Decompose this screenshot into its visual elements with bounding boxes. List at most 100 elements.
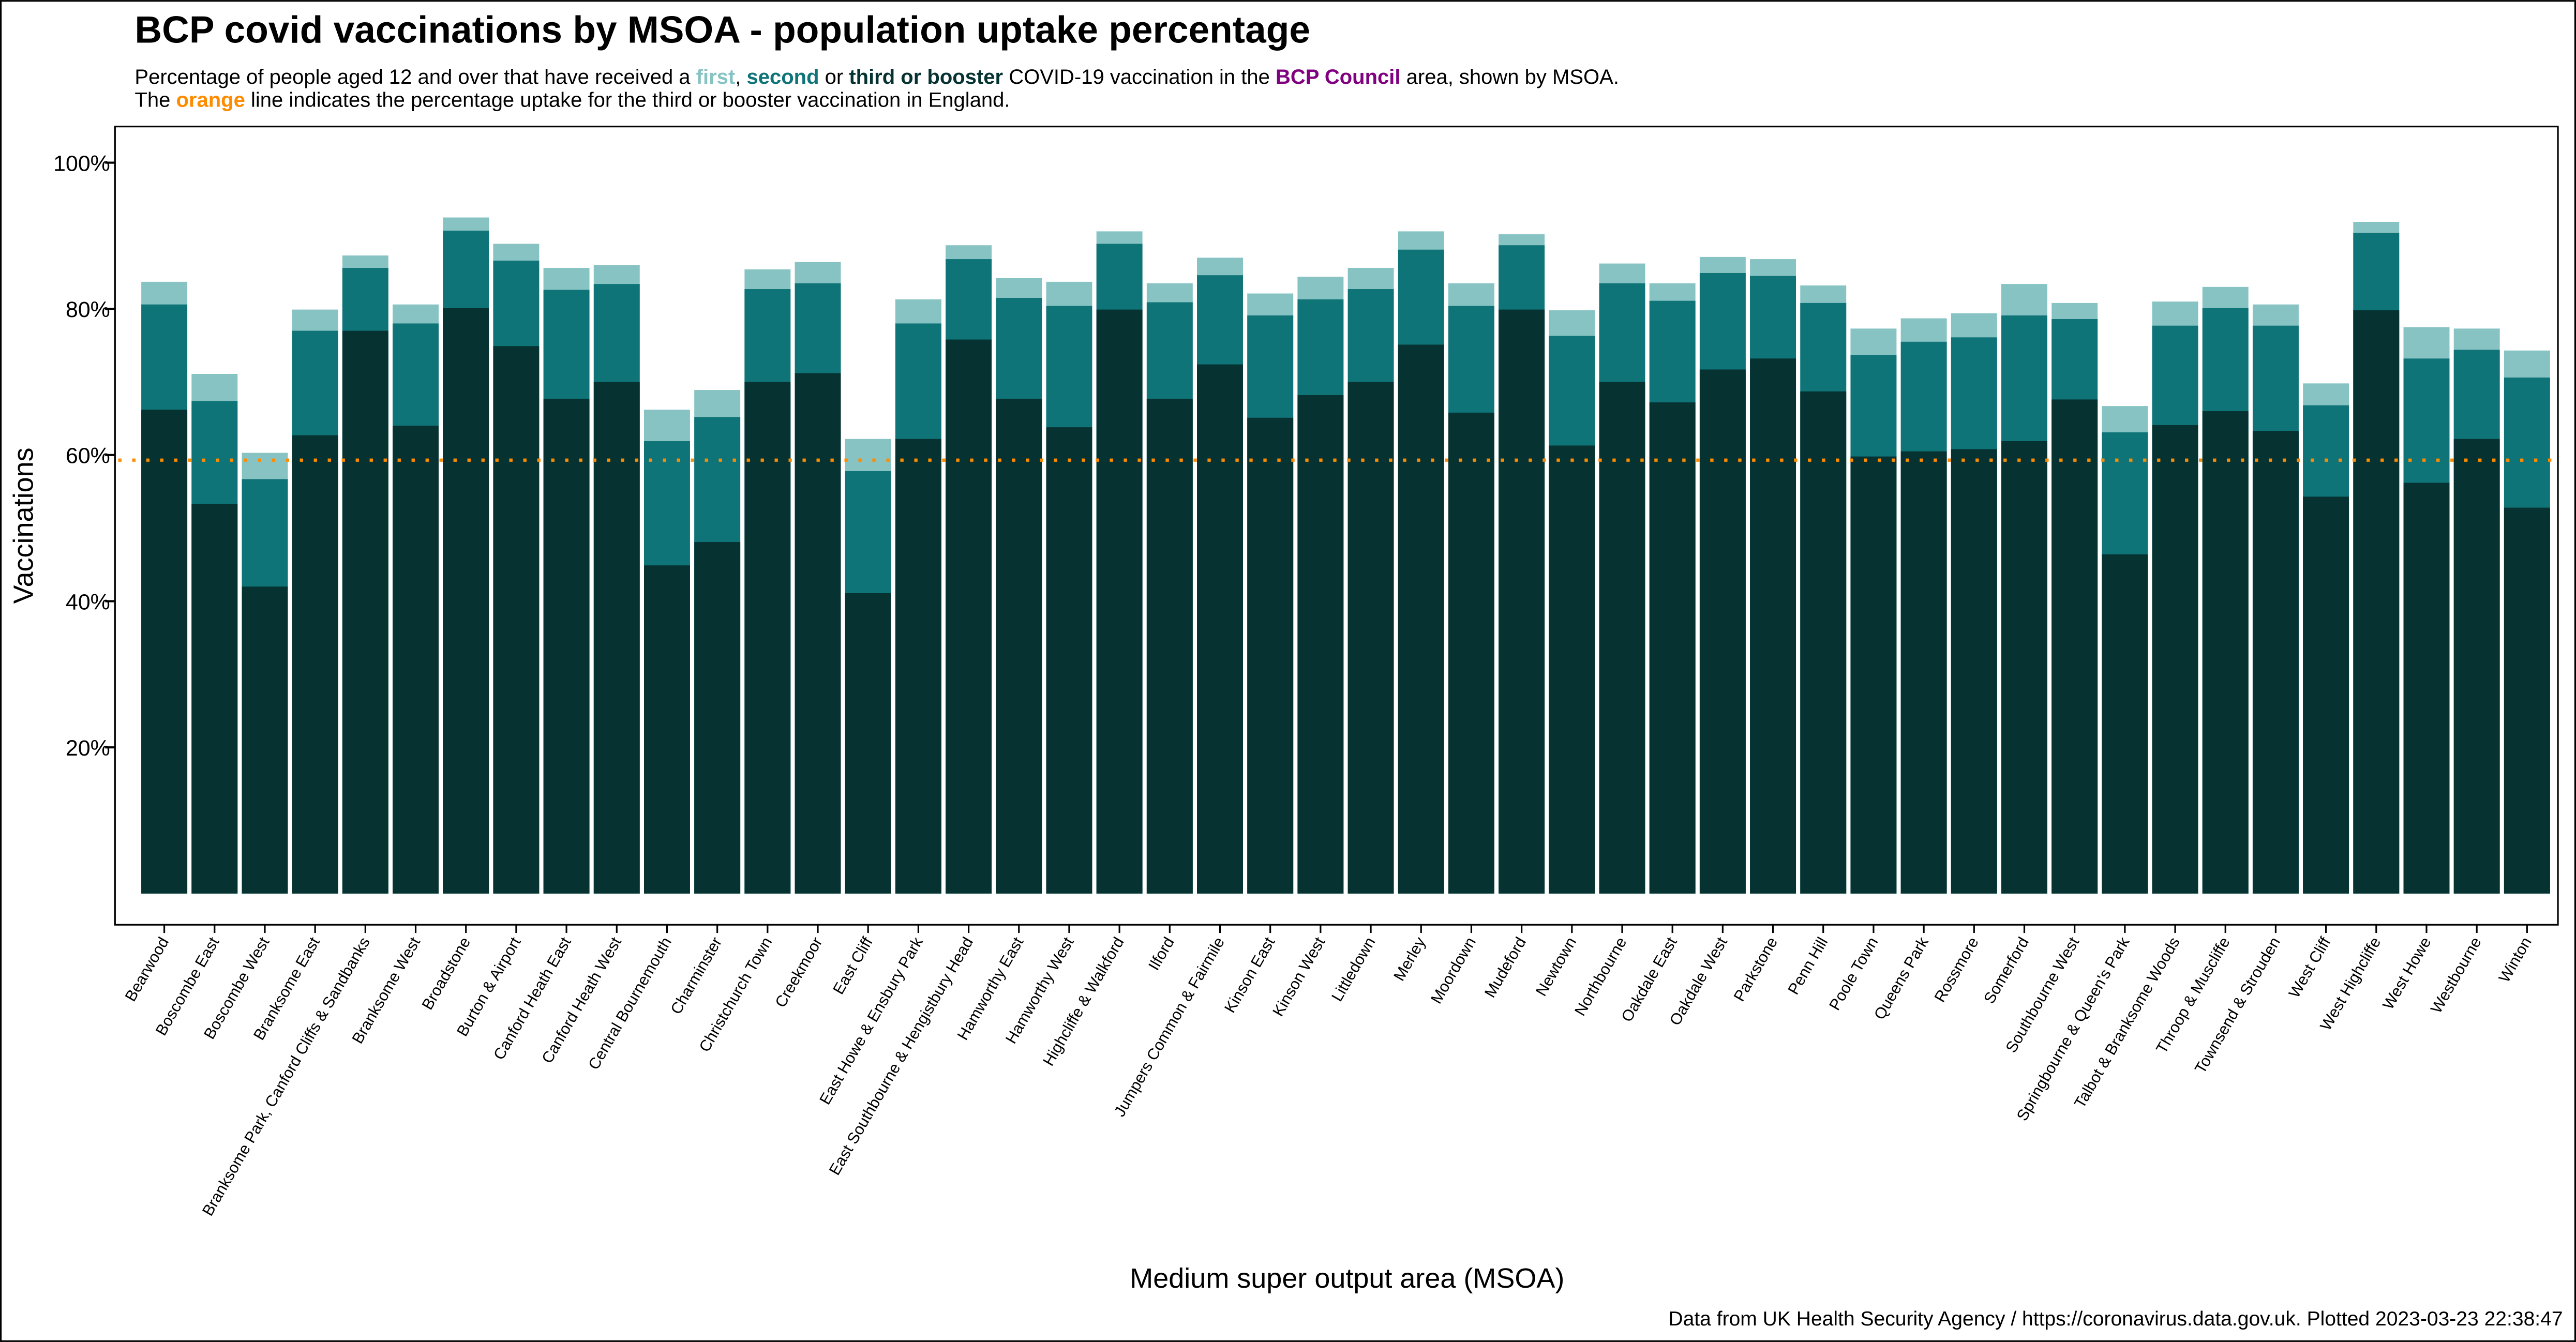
y-axis-title: Vaccinations [8, 447, 39, 604]
bar-group [1800, 285, 1847, 894]
bar-group [191, 373, 238, 894]
bar-third-or-booster [1951, 449, 1997, 894]
bar-third-or-booster [1247, 417, 1294, 894]
bar-third-or-booster [2202, 411, 2249, 894]
bar-third-or-booster [1699, 369, 1746, 894]
legend-england: orange [176, 89, 245, 112]
bar-group [2252, 304, 2299, 894]
bar-third-or-booster [744, 382, 791, 894]
bar-group [1297, 277, 1344, 894]
footer-source: Data from UK Health Security Agency / ht… [1668, 1308, 2563, 1330]
bar-third-or-booster [141, 410, 188, 894]
bar-third-or-booster [393, 426, 439, 894]
bar-group [593, 265, 640, 894]
bar-group [644, 410, 690, 894]
bar-group [996, 278, 1042, 894]
bar-group [795, 262, 841, 894]
bar-group [895, 299, 941, 894]
subtitle-text: , [735, 66, 746, 88]
bar-third-or-booster [845, 593, 891, 894]
bar-group [242, 453, 288, 894]
bar-group [292, 309, 338, 894]
y-tick-label: 20% [66, 736, 110, 761]
y-tick-label: 60% [66, 444, 110, 469]
bar-third-or-booster [1398, 344, 1444, 894]
bar-group [2353, 222, 2400, 894]
bar-third-or-booster [1146, 399, 1193, 894]
bar-third-or-booster [996, 399, 1042, 894]
bar-third-or-booster [1448, 412, 1494, 894]
bar-third-or-booster [2303, 496, 2349, 894]
bar-third-or-booster [443, 308, 489, 894]
bar-third-or-booster [2252, 431, 2299, 894]
bar-group [1699, 257, 1746, 894]
plot-panel [114, 126, 2559, 926]
bar-third-or-booster [1850, 456, 1897, 894]
bar-group [1499, 234, 1545, 894]
bar-third-or-booster [593, 382, 640, 894]
bar-third-or-booster [895, 439, 941, 894]
bar-third-or-booster [1096, 309, 1143, 894]
bar-group [543, 268, 590, 894]
bar-group [1649, 283, 1696, 894]
bar-group [1448, 283, 1494, 894]
bar-third-or-booster [2403, 482, 2450, 894]
bar-third-or-booster [1750, 358, 1796, 894]
bar-group [1146, 283, 1193, 894]
bar-group [1549, 310, 1595, 894]
subtitle-text: area, shown by MSOA. [1401, 66, 1619, 88]
bar-group [1951, 313, 1997, 894]
chart-title: BCP covid vaccinations by MSOA - populat… [134, 9, 1310, 51]
subtitle-text: The [134, 89, 176, 112]
subtitle-line-1: Percentage of people aged 12 and over th… [134, 66, 1619, 88]
bar-group [845, 439, 891, 894]
bar-group [2403, 327, 2450, 894]
bar-group [2504, 350, 2550, 894]
bar-third-or-booster [292, 435, 338, 894]
x-axis-title: Medium super output area (MSOA) [1130, 1263, 1564, 1294]
bar-group [2453, 328, 2500, 894]
bar-group [2152, 301, 2198, 894]
bar-group [1599, 263, 1645, 894]
subtitle-text: COVID-19 vaccination in the [1003, 66, 1276, 88]
bar-third-or-booster [191, 504, 238, 894]
bar-group [2202, 287, 2249, 894]
bar-third-or-booster [242, 586, 288, 894]
subtitle-text: or [819, 66, 849, 88]
bar-group [2102, 406, 2148, 894]
bar-third-or-booster [1599, 382, 1645, 894]
bar-third-or-booster [1549, 445, 1595, 894]
bar-third-or-booster [342, 330, 388, 894]
bar-third-or-booster [543, 399, 590, 894]
legend-third: third or booster [849, 66, 1003, 88]
bar-third-or-booster [2001, 441, 2047, 894]
bar-group [744, 269, 791, 894]
bar-group [1347, 268, 1394, 894]
bar-group [141, 281, 188, 894]
subtitle-text: line indicates the percentage uptake for… [245, 89, 1010, 112]
y-axis: 20% 40% 60% 80% 100% [53, 151, 115, 761]
bar-group [1096, 231, 1143, 894]
bar-third-or-booster [2353, 310, 2400, 894]
bar-third-or-booster [1800, 391, 1847, 894]
legend-first: first [696, 66, 736, 88]
bar-group [2001, 284, 2047, 894]
bar-third-or-booster [694, 542, 741, 894]
bar-third-or-booster [1347, 382, 1394, 894]
council-name: BCP Council [1276, 66, 1401, 88]
bar-group [1850, 328, 1897, 894]
y-tick-label: 80% [66, 297, 110, 322]
bar-third-or-booster [644, 565, 690, 894]
bar-third-or-booster [1499, 309, 1545, 894]
y-tick-label: 40% [66, 590, 110, 614]
bar-group [1900, 318, 1947, 894]
y-tick-label: 100% [53, 151, 110, 176]
bar-group [694, 390, 741, 894]
bar-third-or-booster [2504, 507, 2550, 894]
bar-third-or-booster [2051, 399, 2098, 894]
legend-second: second [746, 66, 819, 88]
bar-group [2051, 303, 2098, 894]
bar-group [393, 304, 439, 894]
bars [118, 217, 2555, 894]
